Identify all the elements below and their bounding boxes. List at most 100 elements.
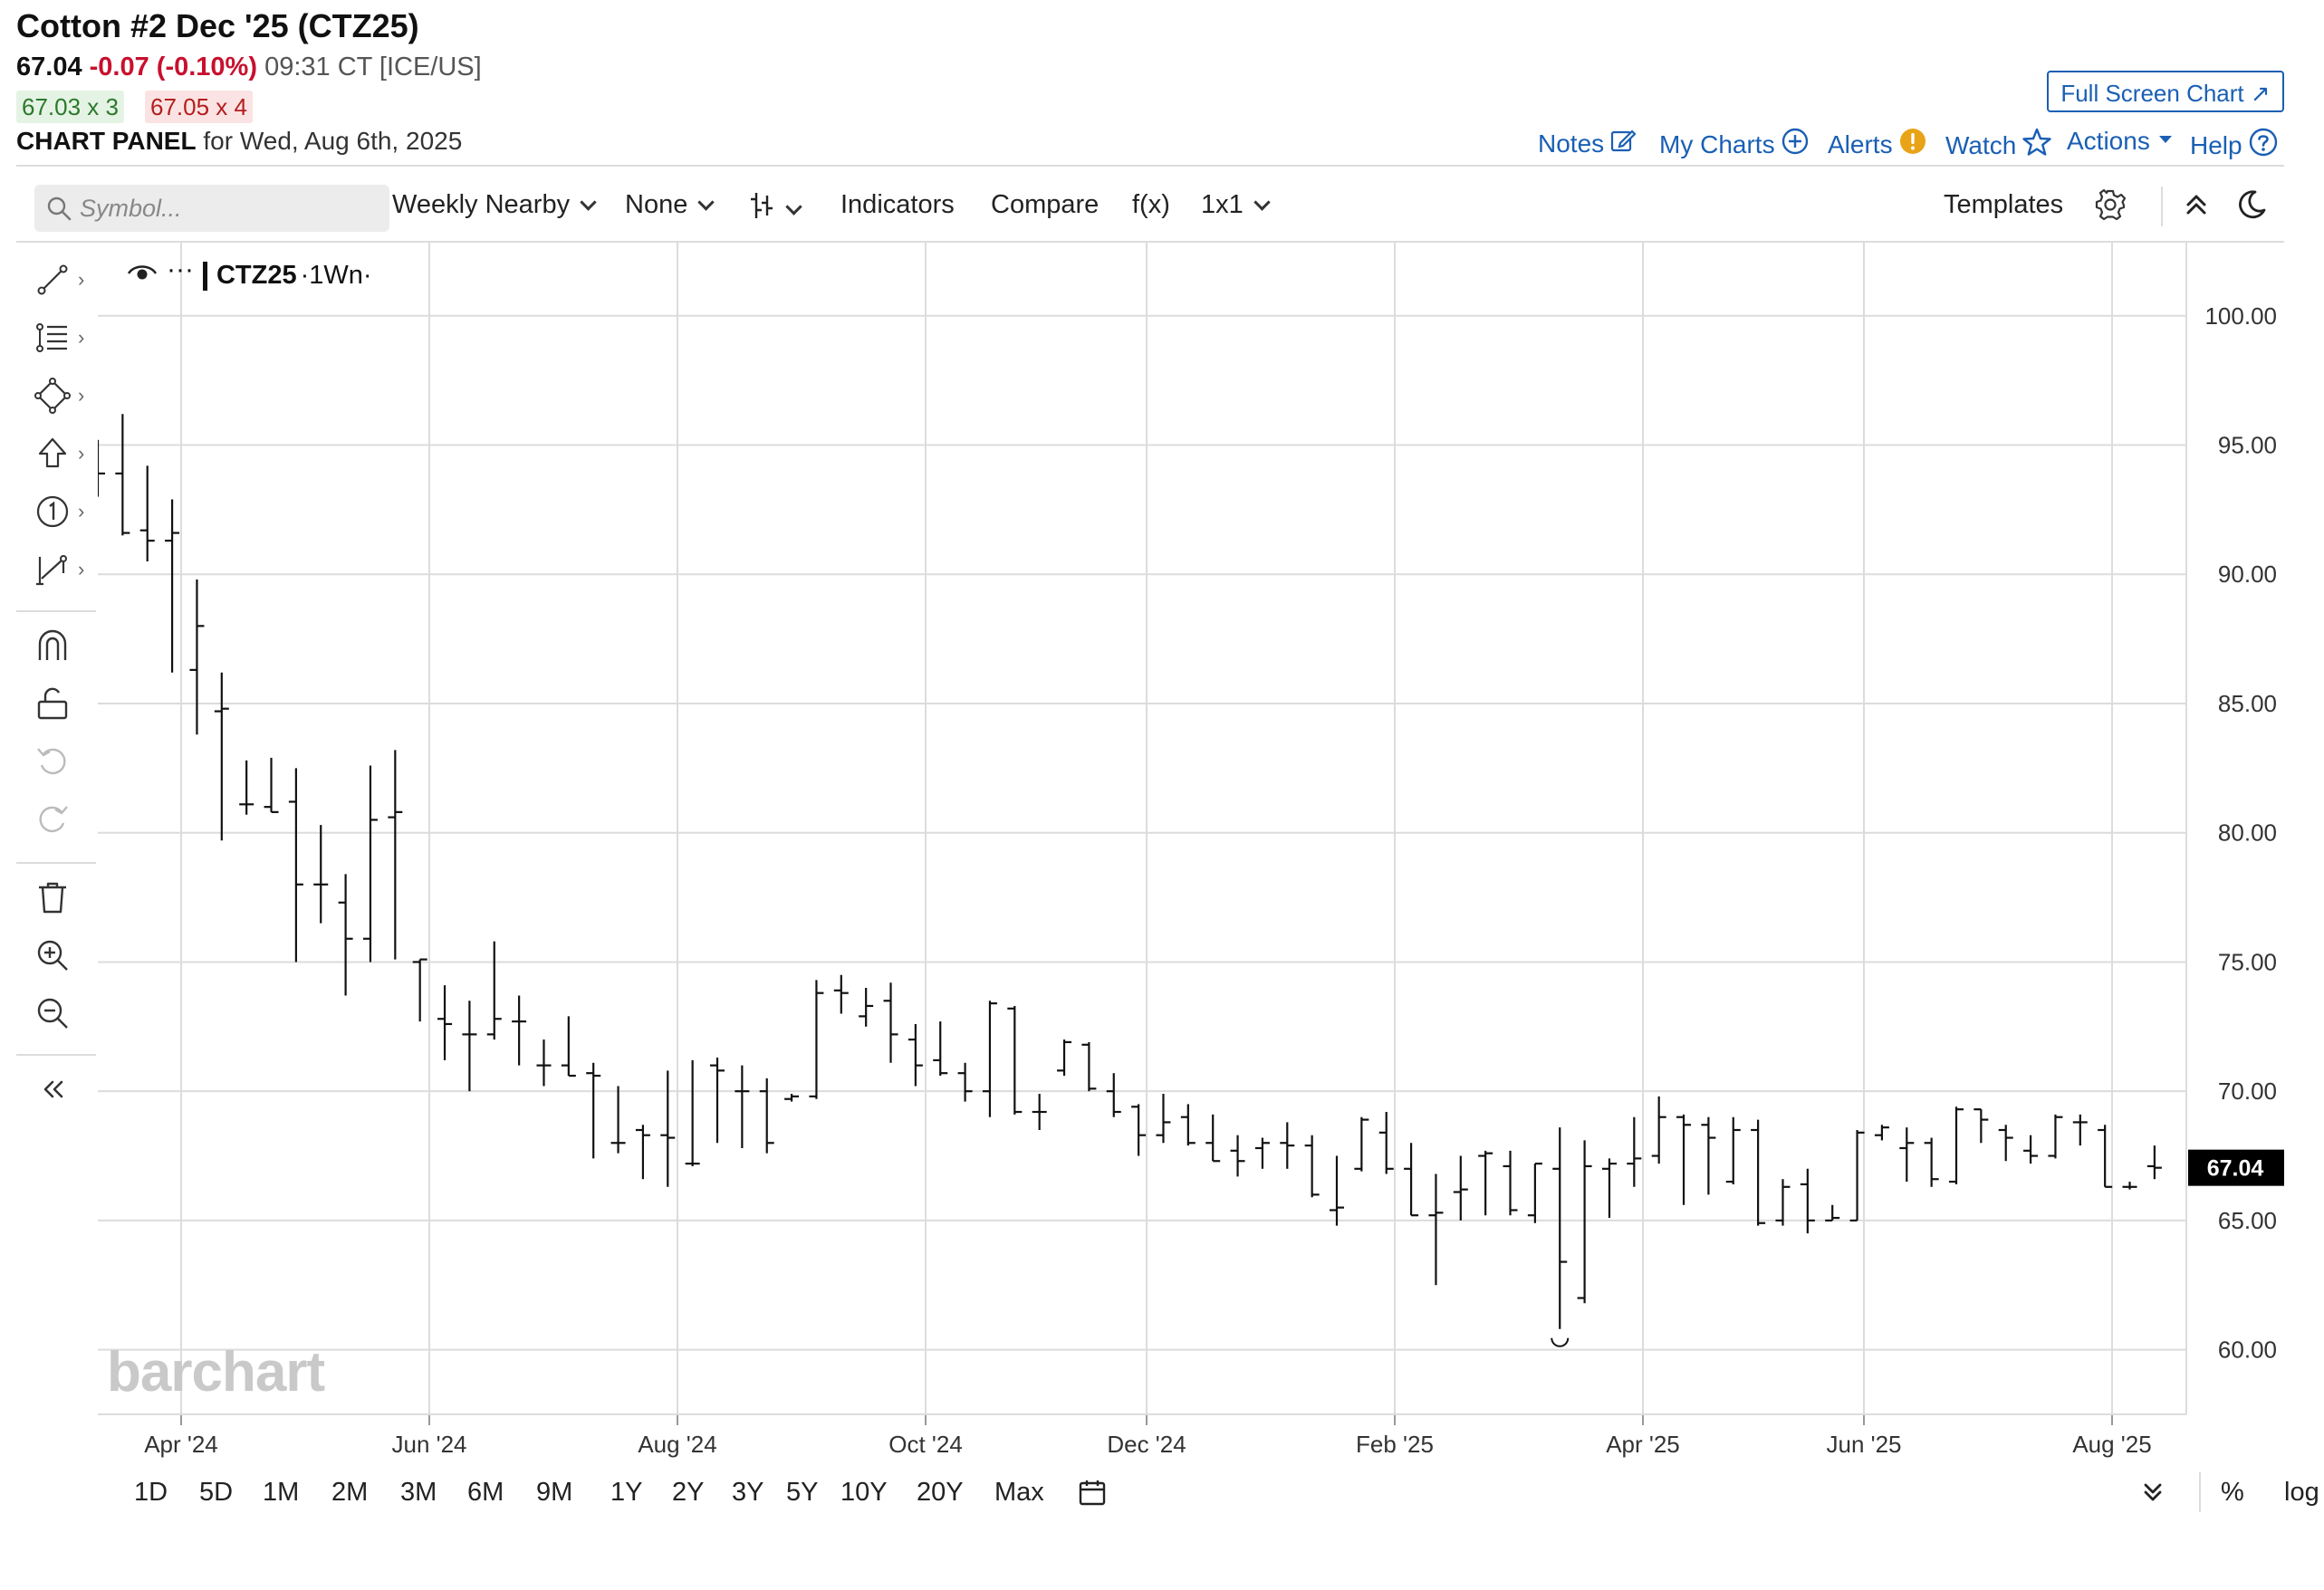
- overlay-dropdown[interactable]: None: [625, 190, 715, 220]
- caret-down-icon: [2156, 127, 2175, 156]
- ohlc-bar: [833, 974, 849, 1014]
- eye-icon[interactable]: [127, 261, 158, 291]
- ohlc-bar: [1032, 1094, 1047, 1130]
- last-price-box: [2188, 1149, 2284, 1186]
- chart-panel-caption: CHART PANEL for Wed, Aug 6th, 2025: [16, 127, 462, 156]
- collapse-left-icon[interactable]: [34, 1067, 89, 1112]
- range-button-3y[interactable]: 3Y: [732, 1478, 764, 1507]
- header-divider: [16, 165, 2284, 167]
- range-button-5d[interactable]: 5D: [199, 1478, 234, 1507]
- dark-mode-moon-icon[interactable]: [2235, 188, 2268, 221]
- chevron-right-icon: ›: [78, 558, 85, 580]
- calendar-icon[interactable]: [1078, 1478, 1107, 1514]
- compare-button[interactable]: Compare: [991, 190, 1100, 219]
- measure-tool[interactable]: ›: [34, 547, 89, 592]
- notes-link[interactable]: Notes: [1538, 127, 1637, 160]
- x-tick-label: Feb '25: [1356, 1431, 1434, 1458]
- range-button-max[interactable]: Max: [994, 1478, 1044, 1507]
- collapse-up-icon[interactable]: [2181, 188, 2212, 221]
- function-button[interactable]: f(x): [1132, 190, 1170, 219]
- fibonacci-tool[interactable]: ›: [34, 315, 89, 360]
- ohlc-bar: [561, 1016, 576, 1078]
- quote-time: 09:31 CT [ICE/US]: [264, 53, 482, 81]
- bar-type-dropdown[interactable]: [748, 190, 802, 228]
- trend-line-tool[interactable]: ›: [34, 257, 89, 302]
- ohlc-bar: [1751, 1119, 1766, 1226]
- watch-link[interactable]: Watch: [1945, 127, 2052, 164]
- notes-label: Notes: [1538, 129, 1605, 158]
- ohlc-bar: [1998, 1125, 2013, 1162]
- templates-button[interactable]: Templates: [1944, 190, 2064, 219]
- undo-icon[interactable]: [34, 739, 89, 784]
- ohlc-bar: [115, 414, 130, 536]
- full-screen-chart-button[interactable]: Full Screen Chart ↗: [2047, 71, 2284, 112]
- x-tick-label: Oct '24: [888, 1431, 963, 1458]
- percent-scale-toggle[interactable]: %: [2221, 1478, 2244, 1507]
- ohlc-bar: [2098, 1125, 2113, 1188]
- range-button-6m[interactable]: 6M: [467, 1478, 504, 1507]
- y-tick-label: 75.00: [2218, 948, 2277, 975]
- range-button-20y[interactable]: 20Y: [917, 1478, 964, 1507]
- range-button-9m[interactable]: 9M: [536, 1478, 573, 1507]
- ohlc-bar: [1304, 1135, 1320, 1198]
- search-input[interactable]: Symbol...: [80, 194, 182, 222]
- settings-gear-icon[interactable]: [2094, 188, 2127, 221]
- numbered-marker-tool[interactable]: ›: [34, 489, 89, 534]
- range-button-10y[interactable]: 10Y: [840, 1478, 888, 1507]
- barchart-watermark: barchart: [107, 1341, 325, 1403]
- ohlc-bar: [610, 1086, 626, 1154]
- ohlc-bar: [512, 995, 527, 1066]
- help-link[interactable]: Help: [2190, 127, 2279, 164]
- zoom-in-icon[interactable]: [34, 933, 89, 978]
- arrow-tool[interactable]: ›: [34, 431, 89, 476]
- quote-line: 67.04 -0.07 (-0.10%) 09:31 CT [ICE/US]: [16, 53, 482, 82]
- ohlc-bar: [1973, 1108, 1989, 1144]
- ohlc-bar: [759, 1078, 774, 1154]
- my-charts-link[interactable]: My Charts: [1659, 127, 1810, 162]
- ohlc-bar: [586, 1062, 601, 1159]
- indicators-button[interactable]: Indicators: [840, 190, 955, 219]
- ohlc-bar: [2072, 1114, 2088, 1146]
- symbol-search[interactable]: Symbol...: [34, 185, 389, 232]
- chart-toolbar: Symbol... Weekly Nearby None Indicators …: [16, 177, 2284, 241]
- range-button-5y[interactable]: 5Y: [786, 1478, 819, 1507]
- zoom-out-icon[interactable]: [34, 991, 89, 1036]
- more-options-icon[interactable]: ···: [167, 254, 194, 284]
- unlock-icon[interactable]: [34, 681, 89, 726]
- expand-down-icon[interactable]: [2139, 1478, 2166, 1514]
- redo-icon[interactable]: [34, 797, 89, 842]
- layout-dropdown[interactable]: 1x1: [1201, 190, 1271, 220]
- search-icon: [45, 195, 72, 222]
- ohlc-bars-icon: [748, 190, 775, 228]
- range-button-1y[interactable]: 1Y: [610, 1478, 643, 1507]
- shapes-tool[interactable]: ›: [34, 373, 89, 418]
- actions-dropdown[interactable]: Actions: [2067, 127, 2175, 156]
- overlay-label: None: [625, 190, 688, 219]
- ohlc-bar: [1825, 1204, 1840, 1222]
- x-tick-label: Dec '24: [1107, 1431, 1186, 1458]
- ohlc-bar: [362, 765, 378, 963]
- ohlc-bar: [1775, 1179, 1791, 1226]
- log-scale-toggle[interactable]: log: [2284, 1478, 2319, 1507]
- trash-icon[interactable]: [34, 875, 89, 920]
- instrument-title: Cotton #2 Dec '25 (CTZ25): [16, 7, 419, 44]
- watch-label: Watch: [1945, 130, 2017, 159]
- range-button-3m[interactable]: 3M: [400, 1478, 437, 1507]
- alerts-link[interactable]: Alerts: [1828, 127, 1927, 162]
- ohlc-bar: [635, 1125, 650, 1180]
- ohlc-bar: [1924, 1137, 1939, 1187]
- range-button-2m[interactable]: 2M: [331, 1478, 369, 1507]
- magnet-icon[interactable]: [34, 623, 89, 668]
- x-tick-label: Apr '24: [144, 1431, 218, 1458]
- ohlc-bar: [660, 1070, 676, 1187]
- ohlc-bar: [1378, 1112, 1394, 1174]
- range-button-1d[interactable]: 1D: [134, 1478, 168, 1507]
- period-dropdown[interactable]: Weekly Nearby: [392, 190, 597, 220]
- range-button-2y[interactable]: 2Y: [672, 1478, 705, 1507]
- alerts-label: Alerts: [1828, 129, 1893, 158]
- time-range-bar: % log 1D 5D 1M 2M 3M 6M 9M 1Y 2Y 3Y 5Y 10Y 20Y Max: [98, 1465, 2319, 1519]
- range-button-1m[interactable]: 1M: [263, 1478, 300, 1507]
- ohlc-bar: [908, 1023, 923, 1087]
- price-chart[interactable]: 100.00 95.00 90.00 85.00 80.00 75.00 70.00 65.0…: [98, 241, 2284, 1463]
- ohlc-bar: [1156, 1094, 1171, 1144]
